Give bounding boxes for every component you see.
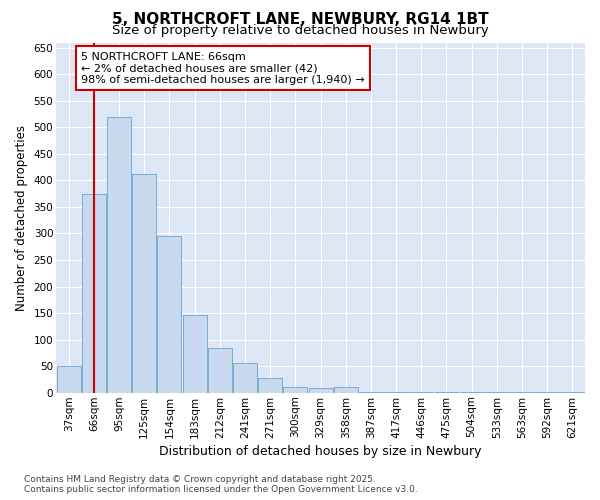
Text: Contains HM Land Registry data © Crown copyright and database right 2025.
Contai: Contains HM Land Registry data © Crown c… (24, 474, 418, 494)
Bar (233, 364, 257, 392)
Bar (57, 366, 80, 392)
Bar (182, 314, 206, 392)
Bar (132, 174, 156, 392)
Text: 5 NORTHCROFT LANE: 66sqm
← 2% of detached houses are smaller (42)
98% of semi-de: 5 NORTHCROFT LANE: 66sqm ← 2% of detache… (81, 52, 365, 84)
Bar (157, 236, 181, 392)
Bar (334, 387, 358, 392)
X-axis label: Distribution of detached houses by size in Newbury: Distribution of detached houses by size … (159, 444, 482, 458)
Text: Size of property relative to detached houses in Newbury: Size of property relative to detached ho… (112, 24, 488, 37)
Bar (258, 378, 282, 392)
Bar (283, 387, 307, 392)
Bar (107, 117, 131, 392)
Bar (308, 388, 332, 392)
Y-axis label: Number of detached properties: Number of detached properties (15, 124, 28, 310)
Bar (82, 194, 106, 392)
Text: 5, NORTHCROFT LANE, NEWBURY, RG14 1BT: 5, NORTHCROFT LANE, NEWBURY, RG14 1BT (112, 12, 488, 28)
Bar (208, 348, 232, 393)
